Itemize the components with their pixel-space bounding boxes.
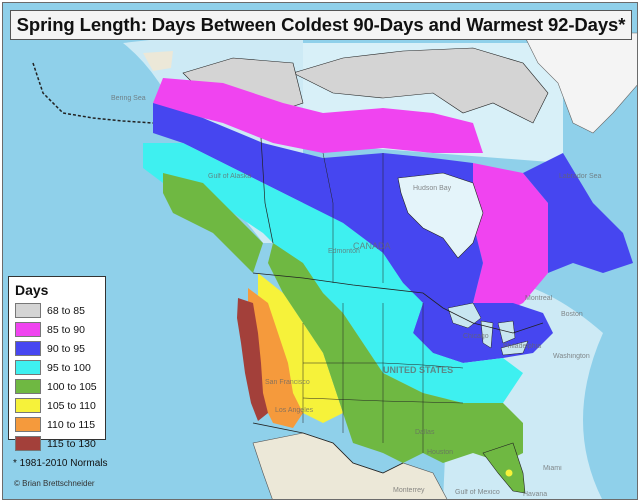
legend-item: 90 to 95 xyxy=(15,339,99,358)
legend-swatch xyxy=(15,303,41,318)
legend-item: 100 to 105 xyxy=(15,377,99,396)
legend-item: 95 to 100 xyxy=(15,358,99,377)
legend-swatch xyxy=(15,360,41,375)
legend-label: 115 to 130 xyxy=(47,437,96,450)
place-edmonton: Edmonton xyxy=(328,248,360,255)
place-houston: Houston xyxy=(427,449,454,456)
title-box: Spring Length: Days Between Coldest 90-D… xyxy=(10,10,632,40)
credit: © Brian Brettschneider xyxy=(14,479,95,488)
legend-swatch xyxy=(15,398,41,413)
footnote: * 1981-2010 Normals xyxy=(13,458,108,469)
place-san-francisco: San Francisco xyxy=(265,379,310,386)
legend-item: 110 to 115 xyxy=(15,415,99,434)
legend-label: 90 to 95 xyxy=(47,342,85,355)
legend-item: 115 to 130 xyxy=(15,434,99,453)
legend-label: 105 to 110 xyxy=(47,399,96,412)
place-montreal: Montreal xyxy=(525,295,553,302)
legend-swatch xyxy=(15,417,41,432)
place-united-states: UNITED STATES xyxy=(383,365,454,375)
legend-swatch xyxy=(15,341,41,356)
place-canada: CANADA xyxy=(353,241,391,251)
legend-item: 85 to 90 xyxy=(15,320,99,339)
legend-label: 68 to 85 xyxy=(47,304,85,317)
legend-item: 105 to 110 xyxy=(15,396,99,415)
map-title: Spring Length: Days Between Coldest 90-D… xyxy=(16,14,626,35)
legend-label: 110 to 115 xyxy=(47,418,96,431)
place-gulf-of-alaska: Gulf of Alaska xyxy=(208,173,252,180)
place-chicago: Chicago xyxy=(463,333,489,340)
place-labrador-sea: Labrador Sea xyxy=(559,173,602,180)
place-monterrey: Monterrey xyxy=(393,487,425,494)
place-philadelphia: Philadelphia xyxy=(503,343,542,350)
legend-label: 85 to 90 xyxy=(47,323,85,336)
legend-swatch xyxy=(15,436,41,451)
legend-label: 100 to 105 xyxy=(47,380,97,393)
place-washington: Washington xyxy=(553,353,590,360)
place-boston: Boston xyxy=(561,311,583,318)
place-los-angeles: Los Angeles xyxy=(275,407,314,414)
place-hudson-bay: Hudson Bay xyxy=(413,185,452,192)
choropleth-map xyxy=(3,3,637,499)
place-dallas: Dallas xyxy=(415,429,435,436)
legend-title: Days xyxy=(15,282,49,298)
place-bering-sea: Bering Sea xyxy=(111,95,146,102)
place-havana: Havana xyxy=(523,491,548,498)
place-miami: Miami xyxy=(543,465,562,472)
legend-label: 95 to 100 xyxy=(47,361,91,374)
legend-swatch xyxy=(15,379,41,394)
legend-item: 68 to 85 xyxy=(15,301,99,320)
place-gulf-of-mexico: Gulf of Mexico xyxy=(455,489,500,496)
legend: Days 68 to 85 85 to 90 90 to 95 95 to 10… xyxy=(8,276,106,451)
legend-swatch xyxy=(15,322,41,337)
